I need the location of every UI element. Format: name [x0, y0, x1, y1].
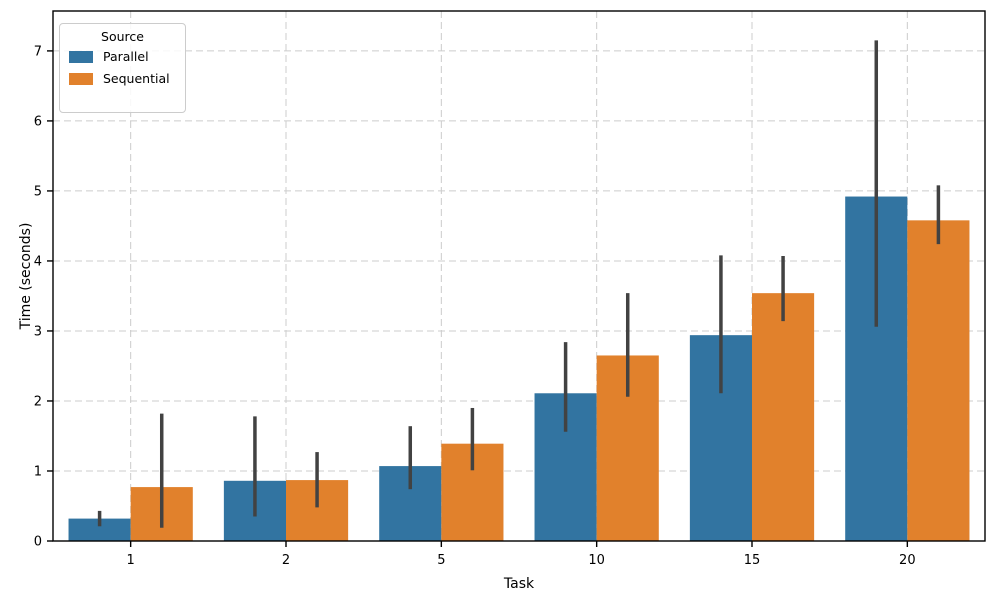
- y-axis-label: Time (seconds): [18, 222, 34, 330]
- y-tick-label: 0: [34, 535, 42, 550]
- plot-spines: [52, 10, 986, 542]
- y-tick-label: 4: [34, 254, 42, 269]
- legend: Source Parallel Sequential: [59, 23, 186, 113]
- x-axis-label: Task: [503, 576, 535, 592]
- y-tick-label: 2: [34, 394, 42, 409]
- bar-parallel-task1: [68, 518, 131, 541]
- legend-entry-label: Sequential: [103, 71, 170, 86]
- sequential-swatch-icon: [69, 72, 93, 85]
- x-tick-label: 5: [437, 553, 445, 568]
- legend-entry-sequential: Sequential: [69, 71, 176, 86]
- y-tick-label: 6: [34, 114, 42, 129]
- y-tick-label: 7: [34, 44, 42, 59]
- x-tick-label: 20: [899, 553, 916, 568]
- legend-entry-label: Parallel: [103, 49, 149, 64]
- y-tick-label: 1: [34, 464, 42, 479]
- y-tick-label: 3: [34, 324, 42, 339]
- legend-title: Source: [101, 29, 144, 44]
- y-tick-label: 5: [34, 184, 42, 199]
- parallel-swatch-icon: [69, 50, 93, 63]
- x-tick-label: 15: [744, 553, 761, 568]
- x-tick-label: 10: [588, 553, 605, 568]
- x-tick-label: 1: [127, 553, 135, 568]
- legend-entry-parallel: Parallel: [69, 49, 176, 64]
- x-tick-label: 2: [282, 553, 290, 568]
- bar-sequential-task15: [752, 293, 815, 541]
- bar-sequential-task20: [907, 220, 970, 542]
